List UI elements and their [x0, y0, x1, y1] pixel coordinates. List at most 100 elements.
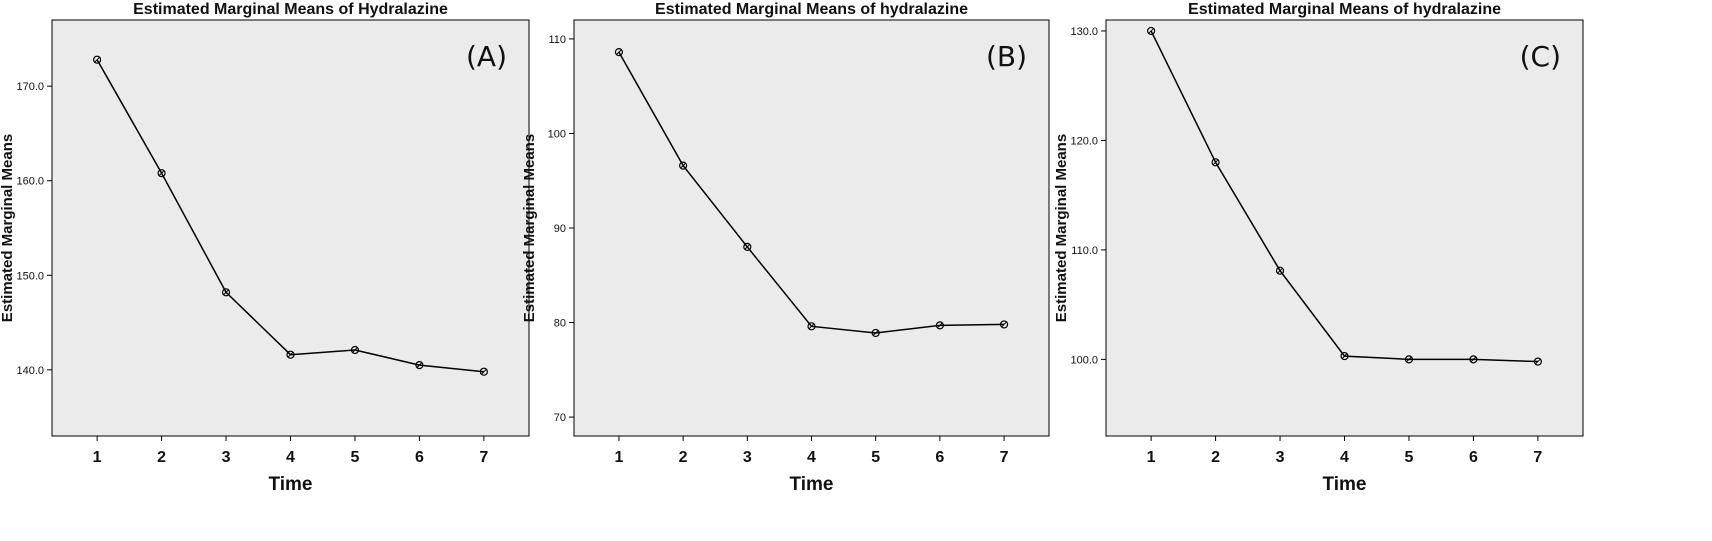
data-point-marker: [221, 288, 231, 297]
y-tick-label: 110: [548, 34, 566, 46]
y-tick-label: 130.0: [1070, 26, 1098, 38]
x-tick-label: 6: [415, 449, 424, 466]
chart-title: Estimated Marginal Means of hydralazine: [1188, 1, 1501, 18]
plot-area: [573, 19, 1050, 437]
chart-panel-1: Estimated Marginal Means of Hydralazine (…: [0, 1, 530, 495]
x-tick-label: 1: [93, 449, 102, 466]
data-point-slash: [94, 56, 100, 63]
y-tick-label: 120.0: [1070, 135, 1098, 147]
data-point-marker: [679, 161, 688, 170]
data-point-slash: [1406, 356, 1412, 363]
data-point: [1340, 351, 1349, 361]
data-point: [807, 322, 816, 331]
y-tick-label: 80: [554, 318, 566, 330]
x-tick-label: 3: [743, 449, 752, 466]
data-point-marker: [93, 55, 102, 64]
x-tick-label: 5: [1405, 449, 1414, 466]
data-point-marker: [350, 345, 360, 355]
data-point-marker: [871, 328, 880, 338]
data-point: [679, 161, 688, 170]
data-point-slash: [416, 362, 423, 368]
data-point-slash: [937, 322, 943, 329]
x-tick-label: 5: [871, 449, 880, 466]
data-point-marker: [1340, 351, 1349, 361]
data-point: [157, 169, 166, 178]
data-point-slash: [1212, 159, 1219, 166]
x-axis-label: Time: [1322, 474, 1366, 495]
x-tick-label: 7: [1533, 449, 1542, 466]
data-point: [1147, 26, 1156, 36]
data-point: [999, 320, 1009, 329]
x-tick-label: 6: [1469, 449, 1478, 466]
y-tick-label: 150.0: [16, 270, 44, 282]
data-point-slash: [680, 162, 686, 169]
data-point-slash: [1148, 28, 1154, 34]
plot-area: [1105, 19, 1584, 437]
y-tick-label: 170.0: [16, 81, 44, 93]
data-point-marker: [1469, 355, 1478, 364]
data-point-slash: [808, 323, 815, 330]
x-axis-label: Time: [268, 474, 312, 495]
data-point-slash: [744, 244, 751, 250]
x-axis-label: Time: [789, 474, 833, 495]
data-point-marker: [1533, 357, 1542, 366]
chart-panel-2: Estimated Marginal Means of hydralazine (…: [521, 1, 1050, 495]
data-point: [286, 350, 295, 359]
data-point-marker: [157, 169, 166, 178]
x-tick-label: 5: [351, 449, 360, 466]
data-point: [1469, 355, 1478, 364]
data-point-marker: [1211, 158, 1220, 167]
data-point: [614, 48, 624, 57]
y-tick-label: 110.0: [1071, 245, 1098, 257]
data-point-marker: [807, 322, 816, 331]
data-point-slash: [352, 347, 358, 353]
x-tick-label: 4: [1340, 449, 1349, 466]
data-point-marker: [999, 320, 1009, 329]
x-tick-label: 2: [679, 449, 688, 466]
data-point-marker: [479, 367, 488, 376]
data-point: [1533, 357, 1542, 366]
chart-title: Estimated Marginal Means of hydralazine: [655, 1, 968, 18]
data-point-slash: [872, 330, 879, 336]
chart-panel-3: Estimated Marginal Means of hydralazine (…: [1053, 1, 1584, 495]
plot-area: [51, 19, 530, 437]
y-axis-label: Estimated Marginal Means: [521, 134, 538, 322]
x-tick-label: 4: [807, 449, 816, 466]
data-point-slash: [481, 368, 487, 375]
panel-label: (B): [986, 40, 1027, 73]
data-point-marker: [743, 242, 752, 252]
panel-label: (C): [1520, 40, 1561, 73]
data-point: [221, 288, 231, 297]
data-point: [415, 360, 424, 370]
y-tick-label: 70: [554, 412, 566, 424]
y-axis-label: Estimated Marginal Means: [1053, 134, 1070, 322]
data-point: [871, 328, 880, 338]
x-tick-label: 6: [935, 449, 944, 466]
y-tick-label: 100.0: [1070, 354, 1098, 366]
data-point-marker: [286, 350, 295, 359]
data-point-slash: [158, 170, 165, 177]
x-tick-label: 7: [1000, 449, 1009, 466]
data-point-slash: [1277, 267, 1283, 274]
x-tick-label: 3: [222, 449, 231, 466]
data-point-marker: [415, 360, 424, 370]
data-point: [479, 367, 488, 376]
x-tick-label: 3: [1276, 449, 1285, 466]
y-tick-label: 100: [548, 128, 566, 140]
data-point: [935, 321, 944, 330]
data-point: [1275, 266, 1285, 275]
x-tick-label: 7: [479, 449, 488, 466]
data-point: [743, 242, 752, 252]
data-point-marker: [1404, 355, 1414, 364]
data-point-marker: [935, 321, 944, 330]
data-point-slash: [1341, 353, 1348, 359]
y-axis-label: Estimated Marginal Means: [0, 134, 16, 322]
x-tick-label: 1: [614, 449, 623, 466]
x-tick-label: 1: [1147, 449, 1156, 466]
data-point-slash: [616, 49, 622, 55]
x-tick-label: 4: [286, 449, 295, 466]
y-tick-label: 90: [554, 223, 566, 235]
data-point-marker: [1147, 26, 1156, 36]
data-point-slash: [1001, 321, 1007, 328]
